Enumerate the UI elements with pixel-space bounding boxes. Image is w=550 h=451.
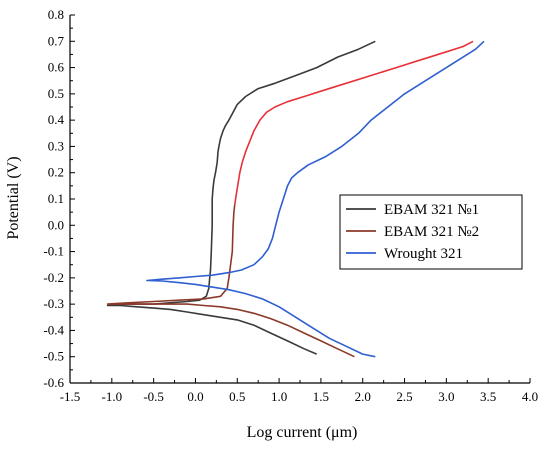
y-tick-label: -0.3	[43, 296, 64, 311]
x-tick-label: 0.5	[229, 389, 245, 404]
legend-label: EBAM 321 №2	[384, 224, 479, 240]
y-tick-label: 0.6	[48, 60, 65, 75]
y-tick-label: 0.0	[48, 217, 64, 232]
x-tick-label: 2.0	[355, 389, 371, 404]
y-tick-label: 0.3	[48, 138, 64, 153]
y-tick-label: -0.2	[43, 270, 64, 285]
series-line-4	[146, 40, 485, 358]
series-line-2	[106, 204, 355, 358]
y-tick-label: -0.1	[43, 244, 64, 259]
x-tick-label: 0.0	[187, 389, 203, 404]
x-tick-label: -1.5	[60, 389, 81, 404]
x-tick-label: 4.0	[522, 389, 538, 404]
legend-box	[339, 194, 523, 270]
y-tick-label: -0.5	[43, 349, 64, 364]
x-tick-label: 3.0	[438, 389, 454, 404]
y-axis-label: Potential (V)	[5, 156, 22, 239]
y-tick-label: 0.4	[48, 112, 65, 127]
plot-area	[106, 40, 485, 358]
series-line-3	[234, 40, 474, 205]
x-axis-label: Log current (μm)	[247, 424, 358, 441]
legend-label: Wrought 321	[384, 246, 463, 262]
y-tick-label: -0.4	[43, 322, 64, 337]
x-tick-label: -1.0	[102, 389, 123, 404]
axes: -1.5 -1.0 -0.5 0.0 0.5 1.0 1.5 2.0 2.5 3.0 3.5 4.0 -…	[43, 7, 538, 404]
series-line-1	[106, 40, 376, 355]
x-tick-label: 1.0	[271, 389, 287, 404]
legend-label: EBAM 321 №1	[384, 202, 479, 218]
x-tick-label: -0.5	[143, 389, 164, 404]
y-tick-label: 0.7	[48, 33, 65, 48]
x-tick-label: 2.5	[396, 389, 412, 404]
y-tick-label: 0.2	[48, 165, 64, 180]
legend: EBAM 321 №1 EBAM 321 №2 Wrought 321	[339, 194, 523, 270]
x-tick-label: 1.5	[313, 389, 329, 404]
y-tick-label: 0.5	[48, 86, 64, 101]
x-tick-label: 3.5	[480, 389, 496, 404]
y-tick-label: 0.8	[48, 7, 64, 22]
y-tick-label: -0.6	[43, 375, 64, 390]
y-tick-label: 0.1	[48, 191, 64, 206]
